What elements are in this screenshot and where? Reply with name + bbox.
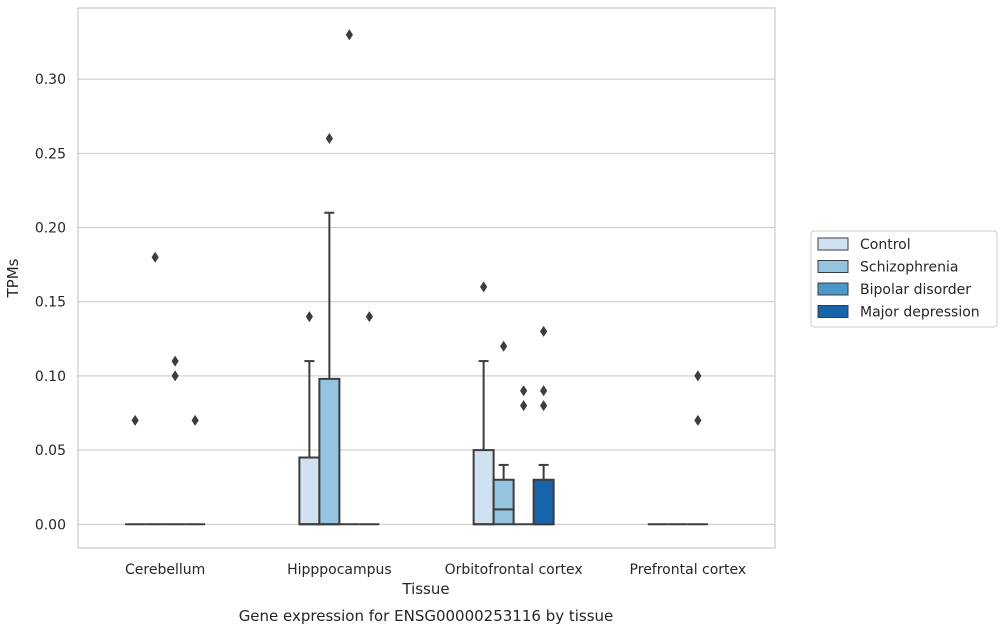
y-tick-label: 0.10 — [35, 369, 66, 385]
y-tick-label: 0.05 — [35, 443, 66, 459]
legend-label: Bipolar disorder — [860, 282, 971, 298]
legend-frame — [810, 230, 998, 328]
x-tick-label: Hipppocampus — [287, 562, 392, 578]
x-tick-label: Cerebellum — [125, 562, 205, 578]
series-bipolar-disorder — [165, 29, 708, 526]
y-tick-label: 0.20 — [35, 221, 66, 237]
y-axis-label: TPMs — [4, 258, 22, 298]
series-major-depression — [185, 311, 555, 526]
legend: Control Schizophrenia Bipolar disorder Majo… — [810, 230, 998, 328]
box — [492, 478, 515, 526]
outlier-point — [500, 340, 508, 352]
legend-swatch — [817, 282, 849, 296]
legend-swatch — [817, 237, 849, 251]
outlier-point — [694, 370, 702, 382]
plot-area-frame — [77, 7, 776, 549]
gridlines — [78, 78, 775, 525]
outlier-point — [131, 414, 139, 426]
outlier-point — [520, 400, 528, 412]
y-tick-label: 0.25 — [35, 146, 66, 162]
box — [472, 449, 495, 526]
x-tick-label: Prefrontal cortex — [630, 562, 747, 578]
outlier-point — [540, 385, 548, 397]
series-schizophrenia — [145, 133, 688, 526]
outlier-point — [191, 414, 199, 426]
outlier-point — [520, 385, 528, 397]
legend-label: Schizophrenia — [860, 260, 958, 276]
box — [298, 456, 321, 526]
y-tick-label: 0.00 — [35, 517, 66, 533]
y-tick-label: 0.15 — [35, 295, 66, 311]
legend-label: Control — [860, 237, 911, 253]
outlier-point — [171, 370, 179, 382]
legend-swatch — [817, 260, 849, 273]
outlier-point — [694, 414, 702, 426]
outlier-point — [345, 29, 353, 41]
x-tick-label: Orbitofrontal cortex — [445, 562, 583, 578]
outlier-point — [480, 281, 488, 293]
box — [318, 377, 341, 526]
outlier-point — [540, 400, 548, 412]
outlier-point — [325, 133, 333, 145]
box-plot-series — [125, 29, 708, 526]
outlier-point — [305, 311, 313, 323]
y-tick-label: 0.30 — [35, 72, 66, 88]
x-axis-ticks: Cerebellum Hipppocampus Orbitofrontal cort… — [125, 562, 746, 578]
outlier-point — [365, 311, 373, 323]
x-axis-label: Tissue — [401, 580, 449, 598]
legend-swatch — [817, 305, 849, 318]
outlier-point — [151, 251, 159, 263]
y-axis-ticks: 0.00 0.05 0.10 0.15 0.20 0.25 0.30 — [35, 72, 66, 533]
outlier-point — [171, 355, 179, 367]
legend-label: Major depression — [860, 305, 980, 321]
box — [532, 478, 555, 526]
chart-caption: Gene expression for ENSG00000253116 by t… — [239, 607, 614, 625]
series-control — [125, 281, 668, 526]
outlier-point — [540, 325, 548, 337]
